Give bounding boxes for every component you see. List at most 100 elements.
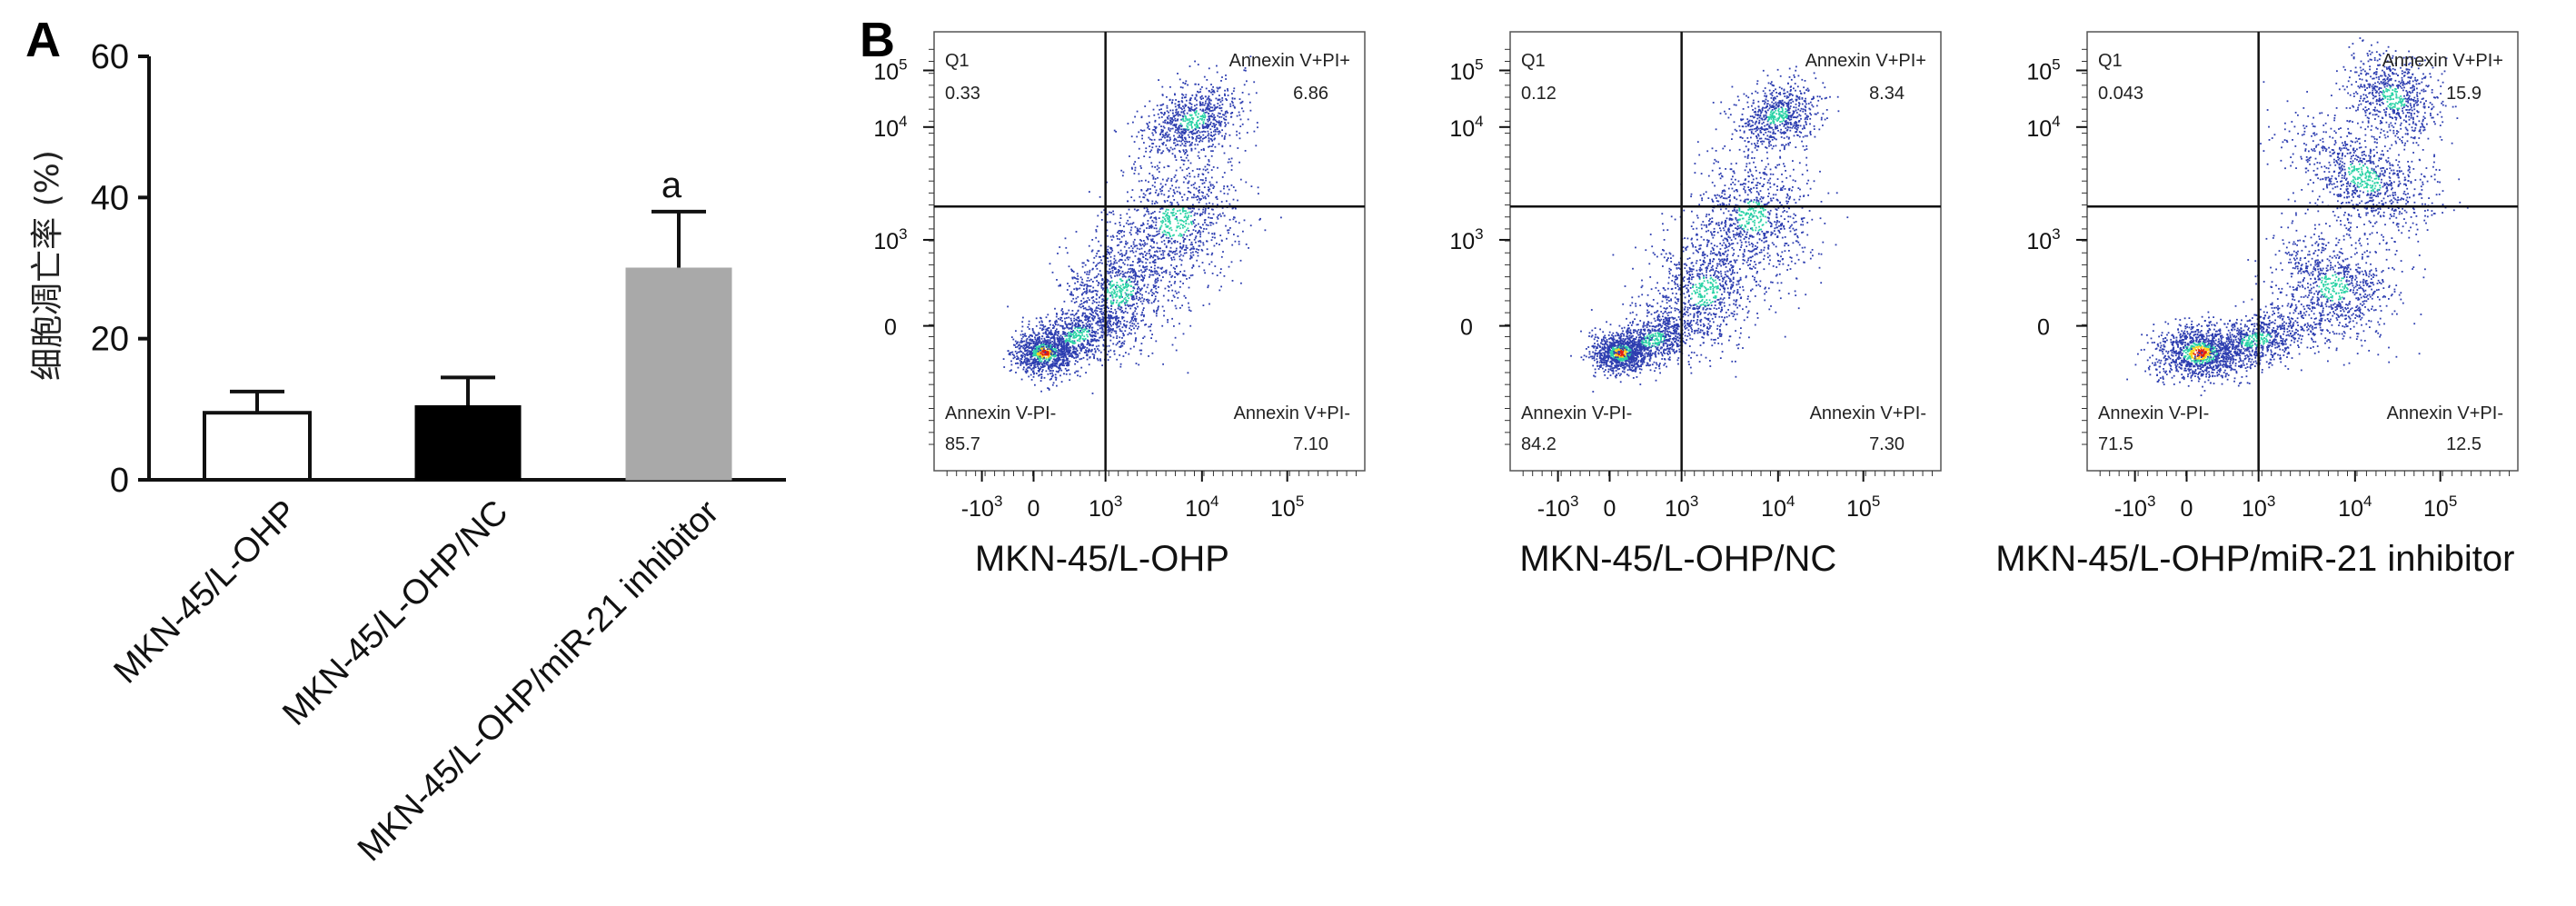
event-dot xyxy=(1122,254,1124,256)
event-dot xyxy=(1051,367,1053,369)
event-dot xyxy=(1238,244,1240,245)
event-dot xyxy=(1095,340,1097,342)
event-dot xyxy=(1162,250,1164,252)
event-dot xyxy=(1086,352,1088,353)
event-dot xyxy=(1075,353,1077,354)
panel-b-flow-plots: Q10.33Annexin V+PI+6.86Annexin V-PI-85.7… xyxy=(873,32,2518,579)
event-dot xyxy=(1015,351,1017,353)
event-dot xyxy=(1154,251,1156,253)
event-dot xyxy=(1162,179,1164,181)
event-dot xyxy=(1115,286,1117,288)
event-dot xyxy=(1092,344,1094,346)
event-dot xyxy=(1033,342,1035,343)
event-dot xyxy=(1158,280,1159,282)
event-dot xyxy=(1220,286,1222,288)
event-dot xyxy=(1217,204,1218,205)
event-dot xyxy=(1045,343,1047,345)
event-dot xyxy=(1141,138,1143,140)
event-dot xyxy=(1221,100,1223,102)
event-dot xyxy=(1190,212,1192,214)
event-dot xyxy=(1195,196,1197,198)
event-dot xyxy=(1034,333,1036,334)
event-dot xyxy=(1135,293,1137,294)
event-dot xyxy=(1080,344,1082,346)
event-dot xyxy=(1626,373,1628,375)
event-dot xyxy=(1162,216,1164,218)
event-dot xyxy=(1159,145,1160,147)
event-dot xyxy=(1129,322,1131,324)
event-dot xyxy=(1067,360,1069,362)
event-dot xyxy=(1225,111,1227,113)
event-dot xyxy=(1173,208,1175,210)
event-dot xyxy=(1179,167,1181,169)
event-dot xyxy=(1231,93,1233,95)
event-dot xyxy=(1035,353,1037,354)
event-dot xyxy=(1109,282,1111,284)
event-dot xyxy=(1108,246,1109,248)
event-dot xyxy=(1069,379,1070,381)
event-dot xyxy=(1157,271,1159,273)
event-dot xyxy=(1179,187,1180,189)
event-dot xyxy=(1090,334,1092,336)
event-dot xyxy=(1186,252,1188,254)
event-dot xyxy=(1059,319,1061,321)
event-dot xyxy=(1114,290,1116,292)
event-dot xyxy=(1039,363,1040,364)
event-dot xyxy=(1112,272,1114,274)
event-dot xyxy=(1073,315,1075,317)
event-dot xyxy=(1057,253,1059,254)
event-dot xyxy=(1231,158,1233,160)
event-dot xyxy=(1079,305,1080,307)
event-dot xyxy=(1077,296,1079,298)
event-dot xyxy=(1231,169,1233,171)
event-dot xyxy=(1163,315,1165,317)
event-dot xyxy=(1196,122,1198,124)
event-dot xyxy=(1050,353,1052,355)
event-dot xyxy=(1150,290,1152,292)
event-dot xyxy=(1173,192,1175,194)
event-dot xyxy=(1077,275,1079,277)
event-dot xyxy=(1155,259,1157,261)
event-dot xyxy=(1186,105,1188,106)
event-dot xyxy=(1042,369,1044,371)
event-dot xyxy=(1179,281,1181,283)
event-dot xyxy=(1168,285,1169,287)
event-dot xyxy=(1229,161,1231,163)
event-dot xyxy=(1062,362,1064,363)
event-dot xyxy=(1155,298,1157,300)
event-dot xyxy=(1041,361,1043,363)
event-dot xyxy=(1087,315,1089,317)
event-dot xyxy=(1175,144,1177,146)
event-dot xyxy=(1097,215,1099,217)
event-dot xyxy=(1174,94,1176,95)
event-dot xyxy=(1222,176,1224,178)
event-dot xyxy=(1221,240,1223,242)
event-dot xyxy=(1109,356,1111,358)
event-dot xyxy=(1221,135,1223,137)
event-dot xyxy=(1189,110,1190,112)
event-dot xyxy=(1167,319,1169,321)
event-dot xyxy=(1185,95,1187,96)
event-dot xyxy=(1134,271,1136,273)
event-dot xyxy=(1129,327,1130,329)
event-dot xyxy=(1174,131,1176,133)
event-dot xyxy=(1169,215,1170,217)
event-dot xyxy=(1170,124,1172,125)
event-dot xyxy=(1130,227,1132,229)
event-dot xyxy=(1131,298,1133,300)
event-dot xyxy=(1210,192,1212,194)
event-dot xyxy=(1187,235,1189,237)
event-dot xyxy=(1145,194,1147,196)
event-dot xyxy=(1186,229,1188,231)
event-dot xyxy=(1031,369,1033,371)
event-dot xyxy=(1147,199,1149,201)
y-tick-label-exp: 5 xyxy=(899,56,907,74)
event-dot xyxy=(1119,323,1121,324)
event-dot xyxy=(1022,355,1024,357)
event-dot xyxy=(1125,311,1127,313)
event-dot xyxy=(1155,279,1157,281)
event-dot xyxy=(1060,334,1062,336)
event-dot xyxy=(1184,129,1186,131)
event-dot xyxy=(1156,222,1158,224)
event-dot xyxy=(1042,333,1044,334)
